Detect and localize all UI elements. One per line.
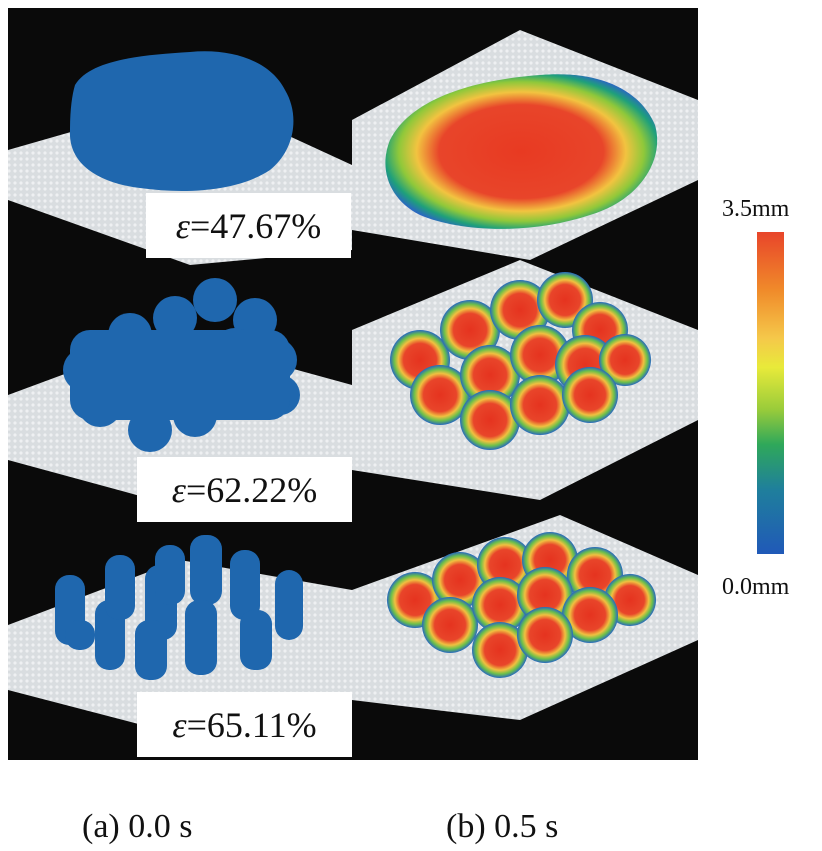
porosity-label-1: ε =47.67% (146, 193, 351, 258)
epsilon-symbol: ε (172, 704, 187, 745)
panel-a2 (8, 278, 352, 515)
colorbar (757, 232, 784, 554)
colorbar-max-label: 3.5mm (722, 196, 790, 222)
porosity-value: =65.11% (186, 704, 317, 745)
caption-a: (a) 0.0 s (82, 808, 193, 845)
epsilon-symbol: ε (175, 205, 190, 246)
caption-b: (b) 0.5 s (446, 808, 559, 845)
porosity-label-2: ε =62.22% (137, 457, 352, 522)
porosity-value: =47.67% (189, 205, 322, 246)
porosity-label-3: ε =65.11% (137, 692, 352, 757)
panel-b3 (352, 515, 698, 720)
panel-b2 (352, 260, 698, 500)
porosity-value: =62.22% (185, 469, 318, 510)
panel-b1 (352, 30, 698, 260)
epsilon-symbol: ε (171, 469, 186, 510)
colorbar-min-label: 0.0mm (722, 574, 790, 600)
